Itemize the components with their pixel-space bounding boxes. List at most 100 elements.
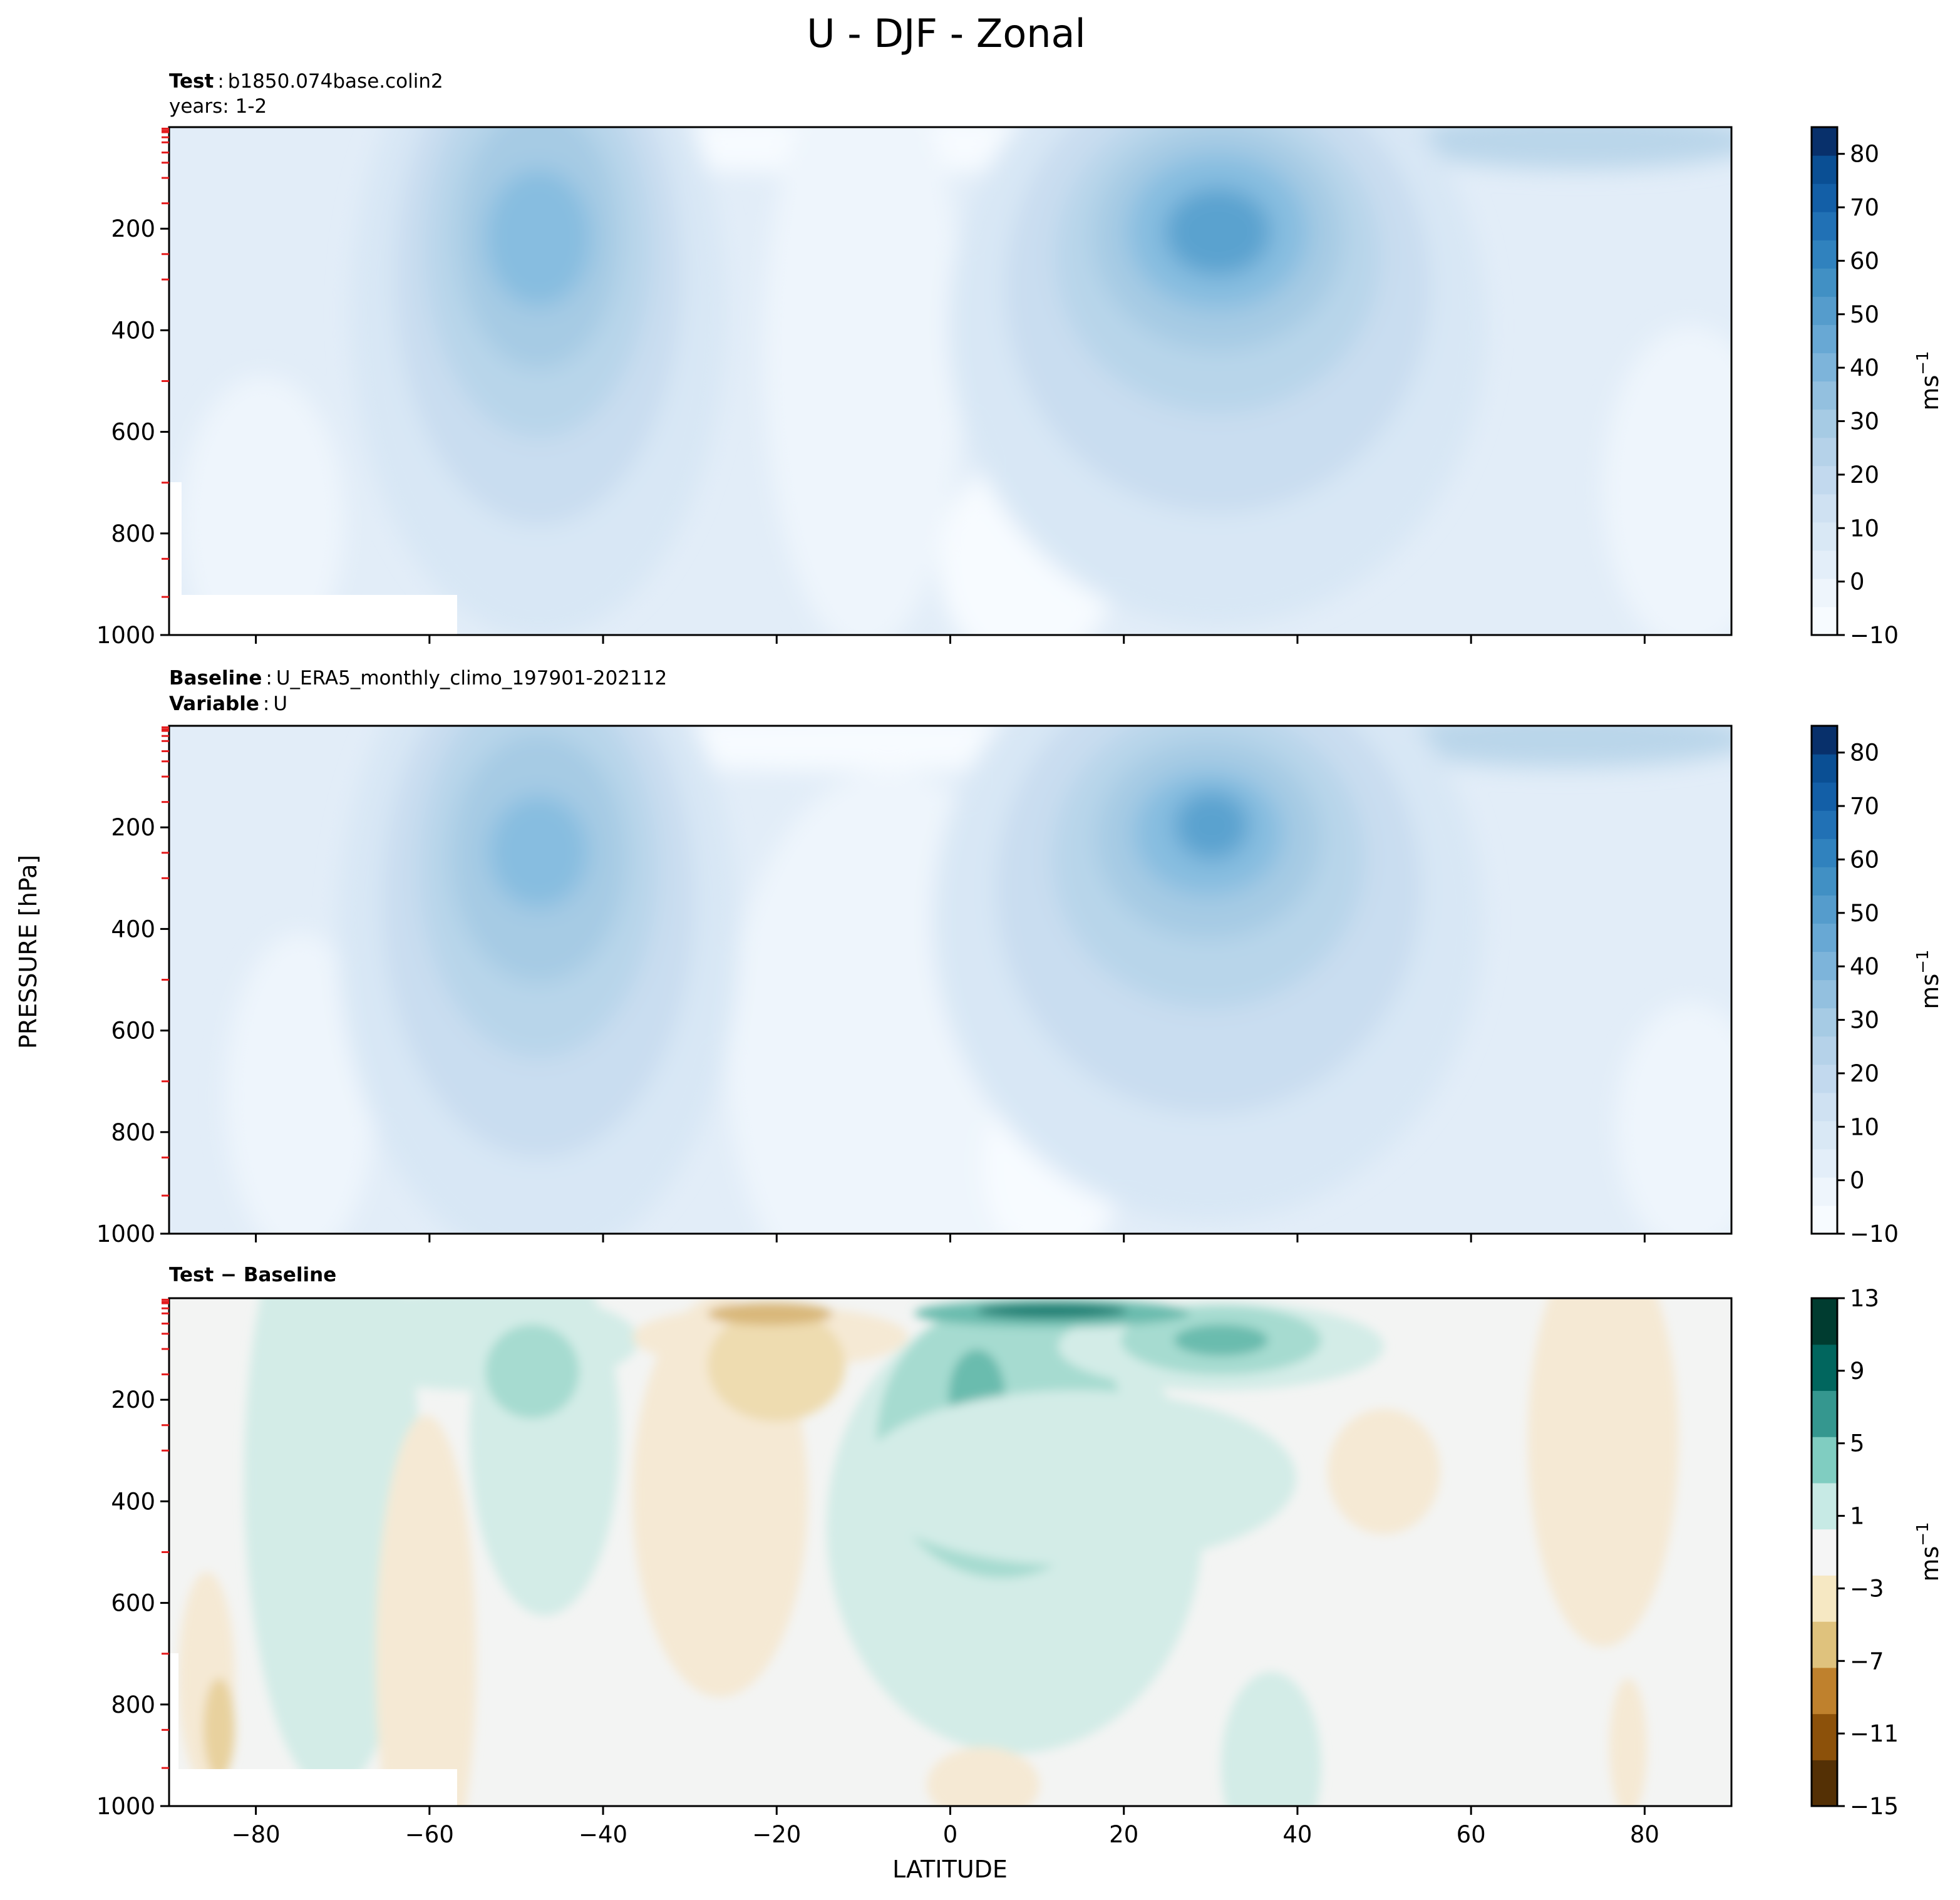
- colorbar-tick-label: 70: [1850, 194, 1879, 221]
- panel-difference: Test − Baseline: [96, 1264, 1944, 1848]
- panel-difference-colorbar-label: ms−1: [1914, 1522, 1944, 1581]
- colorbar-segment: [1812, 522, 1837, 551]
- y-tick-label: 800: [111, 1691, 155, 1718]
- colorbar-segment: [1812, 1120, 1837, 1150]
- x-tick-label: 80: [1630, 1821, 1659, 1848]
- colorbar-tick-label: 0: [1850, 569, 1865, 596]
- colorbar-segment: [1812, 127, 1837, 156]
- colorbar-segment: [1812, 1205, 1837, 1234]
- panel-difference-colorbar: 13 9 5 1 −3 −7 −11 −15 ms−1: [1810, 1285, 1944, 1820]
- panel-test-header-line2: years: 1-2: [169, 95, 267, 118]
- colorbar-segment: [1812, 1713, 1837, 1760]
- panel-test-colorbar-frame: [1810, 126, 1839, 636]
- colorbar-segment: [1812, 268, 1837, 297]
- colorbar-tick-label: 10: [1850, 1113, 1879, 1140]
- colorbar-tick-label: 40: [1850, 354, 1879, 381]
- panel-test: Test: b1850.074base.colin2 years: 1-2: [96, 70, 1944, 649]
- y-tick-label: 600: [111, 1018, 155, 1045]
- panel-baseline: Baseline: U_ERA5_monthly_climo_197901-202…: [96, 667, 1944, 1247]
- colorbar-segment: [1812, 1621, 1837, 1668]
- colorbar-segment: [1812, 1298, 1837, 1345]
- y-axis-label: PRESSURE [hPa]: [14, 855, 42, 1049]
- colorbar-tick-label: −15: [1850, 1793, 1899, 1820]
- panel-baseline-contours: [169, 726, 1731, 1234]
- colorbar-tick-label: 0: [1850, 1167, 1865, 1194]
- colorbar-tick-label: −10: [1850, 1221, 1899, 1247]
- x-tick-label: 40: [1282, 1821, 1312, 1848]
- colorbar-tick-label: 1: [1850, 1503, 1865, 1530]
- colorbar-tick-label: −3: [1850, 1575, 1884, 1602]
- y-tick-label: 1000: [96, 622, 155, 649]
- y-tick-label: 1000: [96, 1793, 155, 1820]
- colorbar-segment: [1812, 1008, 1837, 1037]
- colorbar-tick-label: −10: [1850, 622, 1899, 649]
- colorbar-segment: [1812, 493, 1837, 523]
- panel-test-ticks: 200 400 600 800 1000: [96, 127, 1646, 649]
- panel-baseline-colorbar: 80 70 60 50 40 30 20 10 0 −10 ms−1: [1810, 725, 1944, 1247]
- panel-difference-masked-region: [169, 1653, 457, 1806]
- colorbar-tick-label: 50: [1850, 301, 1879, 328]
- colorbar-segment: [1812, 1437, 1837, 1484]
- panel-baseline-ticks: 200 400 600 800 1000: [96, 726, 1646, 1247]
- panel-difference-colorbar-frame: [1810, 1297, 1839, 1807]
- colorbar-tick-label: 30: [1850, 408, 1879, 435]
- colorbar-tick-label: 50: [1850, 900, 1879, 927]
- x-tick-label: −40: [579, 1821, 627, 1848]
- y-tick-label: 200: [111, 215, 155, 242]
- panel-difference-contours: [169, 1298, 1731, 1806]
- colorbar-segment: [1812, 578, 1837, 607]
- colorbar-tick-label: 60: [1850, 846, 1879, 873]
- colorbar-segment: [1812, 437, 1837, 467]
- colorbar-tick-label: 13: [1850, 1285, 1879, 1312]
- panel-baseline-colorbar-label: ms−1: [1914, 949, 1944, 1009]
- colorbar-segment: [1812, 782, 1837, 811]
- colorbar-segment: [1812, 1667, 1837, 1715]
- colorbar-tick-label: 70: [1850, 793, 1879, 820]
- colorbar-segment: [1812, 810, 1837, 839]
- colorbar-tick-label: 10: [1850, 515, 1879, 542]
- colorbar-segment: [1812, 754, 1837, 783]
- x-axis-label: LATITUDE: [892, 1856, 1008, 1883]
- colorbar-segment: [1812, 409, 1837, 438]
- colorbar-segment: [1812, 465, 1837, 495]
- colorbar-tick-label: −7: [1850, 1648, 1884, 1675]
- panel-test-contours: [169, 127, 1731, 635]
- colorbar-segment: [1812, 155, 1837, 184]
- panel-difference-header: Test − Baseline: [169, 1264, 336, 1286]
- colorbar-segment: [1812, 324, 1837, 354]
- colorbar-segment: [1812, 550, 1837, 579]
- y-tick-label: 400: [111, 317, 155, 344]
- colorbar-segment: [1812, 839, 1837, 867]
- panel-test-colorbar: 80 70 60 50 40 30 20 10 0 −10 ms−1: [1810, 126, 1944, 649]
- x-tick-label: −80: [232, 1821, 281, 1848]
- colorbar-segment: [1812, 895, 1837, 924]
- x-tick-label: 20: [1109, 1821, 1138, 1848]
- panel-difference-ticks: −80 −60 −40 −20 0 20 40 60 80 200 400 600 800 1000: [96, 1298, 1659, 1848]
- colorbar-tick-label: 5: [1850, 1430, 1865, 1457]
- colorbar-segment: [1812, 212, 1837, 240]
- colorbar-segment: [1812, 1760, 1837, 1807]
- y-tick-label: 800: [111, 1119, 155, 1146]
- panel-test-header-line1: Test: b1850.074base.colin2: [169, 70, 443, 93]
- x-tick-label: −20: [752, 1821, 801, 1848]
- colorbar-segment: [1812, 1092, 1837, 1122]
- colorbar-tick-label: 40: [1850, 953, 1879, 980]
- colorbar-segment: [1812, 726, 1837, 755]
- colorbar-segment: [1812, 353, 1837, 382]
- colorbar-segment: [1812, 979, 1837, 1009]
- colorbar-segment: [1812, 1482, 1837, 1530]
- colorbar-segment: [1812, 381, 1837, 410]
- colorbar-tick-label: 9: [1850, 1358, 1865, 1385]
- panel-test-masked-region: [169, 482, 457, 635]
- x-tick-label: −60: [405, 1821, 454, 1848]
- y-tick-label: 200: [111, 1386, 155, 1413]
- colorbar-segment: [1812, 240, 1837, 269]
- y-tick-label: 800: [111, 520, 155, 547]
- colorbar-segment: [1812, 1177, 1837, 1206]
- panel-baseline-header-line1: Baseline: U_ERA5_monthly_climo_197901-202…: [169, 667, 667, 689]
- colorbar-tick-label: 80: [1850, 141, 1879, 168]
- panel-test-colorbar-label: ms−1: [1914, 351, 1944, 410]
- y-tick-label: 400: [111, 1488, 155, 1515]
- colorbar-segment: [1812, 951, 1837, 981]
- colorbar-segment: [1812, 1529, 1837, 1576]
